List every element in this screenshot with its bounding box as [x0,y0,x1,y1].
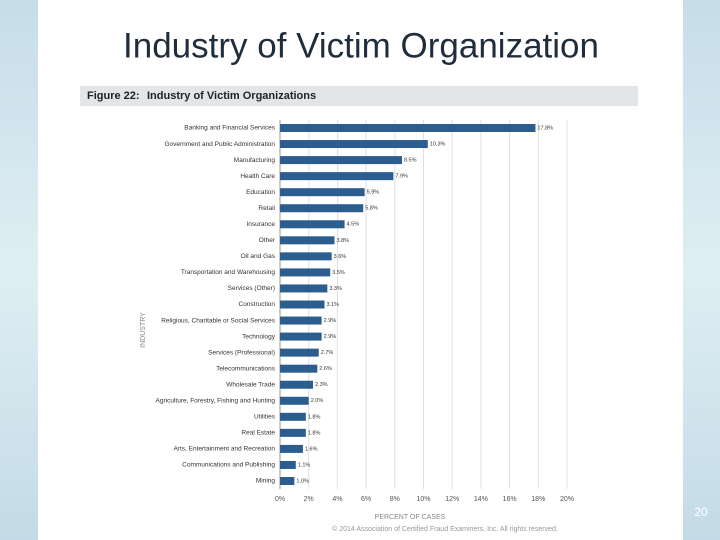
value-label: 2.3% [315,382,328,388]
y-tick-label: Government and Public Administration [164,141,275,148]
y-tick-label: Oil and Gas [241,253,276,260]
value-label: 2.9% [324,334,337,340]
y-tick-label: Manufacturing [234,157,276,164]
value-label: 10.3% [430,141,446,147]
value-label: 2.9% [324,318,337,324]
bar [280,156,402,165]
value-label: 1.8% [308,414,321,420]
value-label: 1.1% [298,462,311,468]
bar [280,412,306,421]
x-tick-label: 2% [304,496,314,503]
x-axis-label: PERCENT OF CASES [375,514,446,521]
bar [280,236,335,245]
y-tick-label: Construction [239,301,276,308]
y-tick-label: Real Estate [241,430,275,437]
value-label: 3.3% [329,286,342,292]
y-tick-label: Insurance [246,221,275,228]
value-label: 5.9% [367,190,380,196]
bar [280,268,331,277]
bar [280,332,322,341]
value-label: 2.0% [311,398,324,404]
x-tick-label: 10% [416,496,430,503]
figure-title: Industry of Victim Organizations [147,90,316,102]
copyright: © 2014 Association of Certified Fraud Ex… [332,525,558,533]
y-tick-label: Banking and Financial Services [184,125,275,132]
y-tick-label: Communications and Publishing [182,462,275,469]
y-tick-label: Technology [242,333,276,340]
figure-header [80,86,638,106]
value-label: 2.7% [321,350,334,356]
value-label: 8.5% [404,158,417,164]
y-tick-label: Retail [258,205,275,212]
bar [280,428,306,437]
figure-label: Figure 22: [87,90,140,102]
y-tick-label: Transportation and Warehousing [181,269,276,276]
bar [280,460,296,469]
y-tick-label: Education [246,189,275,196]
bar [280,188,365,197]
value-label: 1.0% [296,478,309,484]
y-tick-label: Wholesale Trade [226,381,275,388]
bar [280,316,322,325]
x-tick-label: 20% [560,496,574,503]
y-tick-label: Religious, Charitable or Social Services [161,317,276,324]
bar [280,396,309,405]
y-tick-label: Telecommunications [216,365,276,372]
slide-title: Industry of Victim Organization [123,26,599,65]
content-area [38,0,683,540]
value-label: 1.6% [305,446,318,452]
value-label: 3.8% [337,238,350,244]
plot: 0% 2% 4% 6% 8% 10% 12% 14% 16% 18% 20% Banking and … [156,120,574,503]
value-label: 1.8% [308,430,321,436]
value-label: 2.6% [319,366,332,372]
page-number: 20 [694,505,708,519]
value-label: 7.9% [395,174,408,180]
bar [280,348,319,357]
y-tick-label: Services (Other) [228,285,275,292]
y-tick-label: Mining [256,478,276,485]
x-tick-label: 4% [332,496,342,503]
value-label: 17.8% [537,125,553,131]
x-tick-label: 18% [531,496,545,503]
x-tick-label: 14% [474,496,488,503]
value-label: 3.1% [326,302,339,308]
bar [280,172,394,181]
y-tick-label: Services (Professional) [208,349,275,356]
x-tick-label: 16% [503,496,517,503]
bar [280,204,364,213]
y-tick-label: Other [259,237,276,244]
x-tick-label: 8% [390,496,400,503]
bar [280,300,325,309]
bar [280,380,314,389]
y-tick-label: Utilities [254,414,276,421]
y-tick-label: Health Care [240,173,275,180]
x-tick-label: 0% [275,496,285,503]
bar [280,140,428,149]
y-tick-label: Agriculture, Forestry, Fishing and Hunti… [156,397,276,404]
bar [280,284,328,293]
bar [280,364,318,373]
bar [280,220,345,229]
value-label: 3.5% [332,270,345,276]
bar [280,444,303,453]
bar [280,252,332,261]
x-tick-label: 12% [445,496,459,503]
bar [280,124,536,132]
value-label: 4.5% [347,222,360,228]
y-axis-label: INDUSTRY [140,312,147,348]
y-tick-label: Arts, Entertainment and Recreation [173,446,275,453]
value-label: 3.6% [334,254,347,260]
value-label: 5.8% [365,206,378,212]
bar [280,477,295,485]
x-tick-label: 6% [361,496,371,503]
